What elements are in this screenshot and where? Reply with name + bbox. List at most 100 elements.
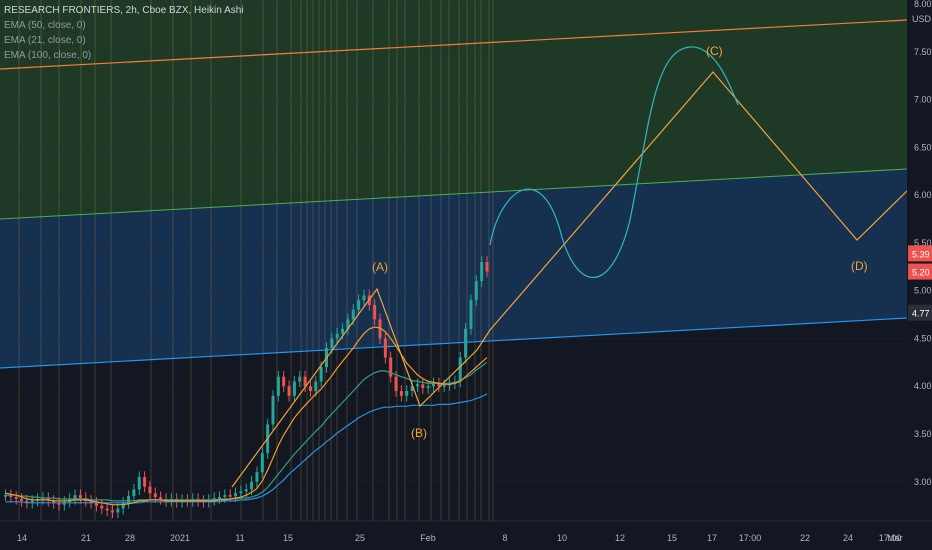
x-tick-label: 10: [557, 533, 567, 543]
price-label: 5.20: [912, 268, 930, 278]
candle-body: [78, 495, 82, 499]
candle-body: [116, 508, 120, 513]
session-stripe: [356, 0, 358, 521]
green-zone-line: [0, 168, 908, 220]
candle-body: [25, 500, 29, 503]
candle-body: [378, 319, 382, 339]
candle-body: [464, 328, 468, 358]
session-stripe: [110, 0, 112, 521]
session-stripe: [172, 0, 174, 521]
candle-body: [260, 453, 264, 473]
candle-body: [137, 477, 141, 490]
session-stripe: [262, 0, 264, 521]
blue-zone-line: [0, 317, 908, 369]
price-label-box: [908, 304, 932, 321]
chart-legend: RESEARCH FRONTIERS, 2h, Cboe BZX, Heikin…: [4, 3, 244, 63]
candle-body: [351, 309, 355, 320]
candle-body: [480, 262, 484, 282]
candle-body: [111, 510, 114, 513]
x-tick-label: 12: [615, 533, 625, 543]
candle-body: [121, 502, 125, 509]
candle-body: [357, 300, 361, 310]
session-stripe: [240, 0, 242, 521]
session-stripe: [80, 0, 82, 521]
candle-body: [30, 500, 34, 503]
session-stripe: [300, 0, 302, 521]
candle-body: [250, 481, 254, 490]
price-label: 4.77: [912, 309, 930, 319]
session-stripe: [324, 0, 326, 521]
x-tick-label: 15: [283, 533, 293, 543]
ema50-line: [5, 361, 488, 502]
session-stripe: [448, 0, 450, 521]
x-tick-label: 8: [502, 533, 507, 543]
candle-body: [389, 357, 393, 377]
resistance-line: [0, 19, 908, 70]
candle-body: [100, 505, 104, 509]
candle-body: [303, 376, 307, 387]
candle-body: [132, 489, 136, 497]
y-tick-label: 3.50: [914, 429, 932, 439]
x-tick-label: 21: [81, 533, 91, 543]
candle-body: [148, 486, 152, 494]
session-stripe: [330, 0, 332, 521]
session-stripe: [466, 0, 468, 521]
candle-body: [228, 495, 232, 497]
candle-body: [212, 498, 216, 500]
candle-body: [346, 319, 350, 329]
session-stripe: [346, 0, 348, 521]
candle-body: [410, 386, 414, 391]
candle-body: [292, 381, 296, 396]
candle-body: [52, 500, 56, 503]
ema100-line: [5, 393, 488, 504]
candle-body: [89, 500, 93, 503]
candle-body: [14, 497, 18, 499]
candle-body: [287, 386, 291, 396]
ema21-line: [5, 326, 488, 506]
session-stripe: [210, 0, 212, 521]
candle-body: [442, 385, 446, 387]
ema21-legend[interactable]: EMA (21, close, 0): [4, 35, 86, 46]
ema50-legend[interactable]: EMA (50, close, 0): [4, 20, 86, 31]
session-stripe: [306, 0, 308, 521]
x-tick-label: 17:00: [879, 533, 902, 543]
session-stripe: [318, 0, 320, 521]
candle-body: [239, 491, 243, 494]
candle-body: [276, 376, 280, 396]
green-zone: [0, 0, 907, 219]
candle-body: [426, 386, 430, 389]
session-stripe: [430, 0, 432, 521]
candle-body: [383, 338, 387, 358]
x-tick-label: 2021: [170, 533, 190, 543]
session-stripe: [474, 0, 476, 521]
candle-body: [485, 262, 489, 272]
session-stripe: [336, 0, 338, 521]
y-tick-label: 4.00: [914, 381, 932, 391]
candle-body: [298, 376, 302, 382]
session-stripe: [372, 0, 374, 521]
candle-body: [94, 502, 98, 506]
candle-body: [399, 391, 403, 396]
candle-body: [469, 300, 473, 329]
candle-body: [159, 497, 163, 499]
candle-body: [308, 386, 312, 391]
y-tick-label: 6.50: [914, 142, 932, 152]
candle-body: [319, 367, 323, 382]
price-label-box: [908, 263, 932, 280]
candle-body: [394, 376, 398, 391]
x-tick-label: 25: [355, 533, 365, 543]
wave-label: (A): [372, 260, 388, 274]
y-tick-label: 6.00: [914, 190, 932, 200]
candle-body: [41, 498, 45, 500]
candle-body: [244, 489, 248, 492]
ema100-legend[interactable]: EMA (100, close, 0): [4, 50, 92, 61]
session-stripe: [276, 0, 278, 521]
candle-body: [9, 495, 13, 498]
candle-body: [143, 477, 147, 487]
session-stripe: [396, 0, 398, 521]
symbol-title[interactable]: RESEARCH FRONTIERS, 2h, Cboe BZX, Heikin…: [4, 5, 244, 16]
x-tick-label: 15: [667, 533, 677, 543]
y-tick-label: 7.50: [914, 47, 932, 57]
session-stripe: [18, 0, 20, 521]
